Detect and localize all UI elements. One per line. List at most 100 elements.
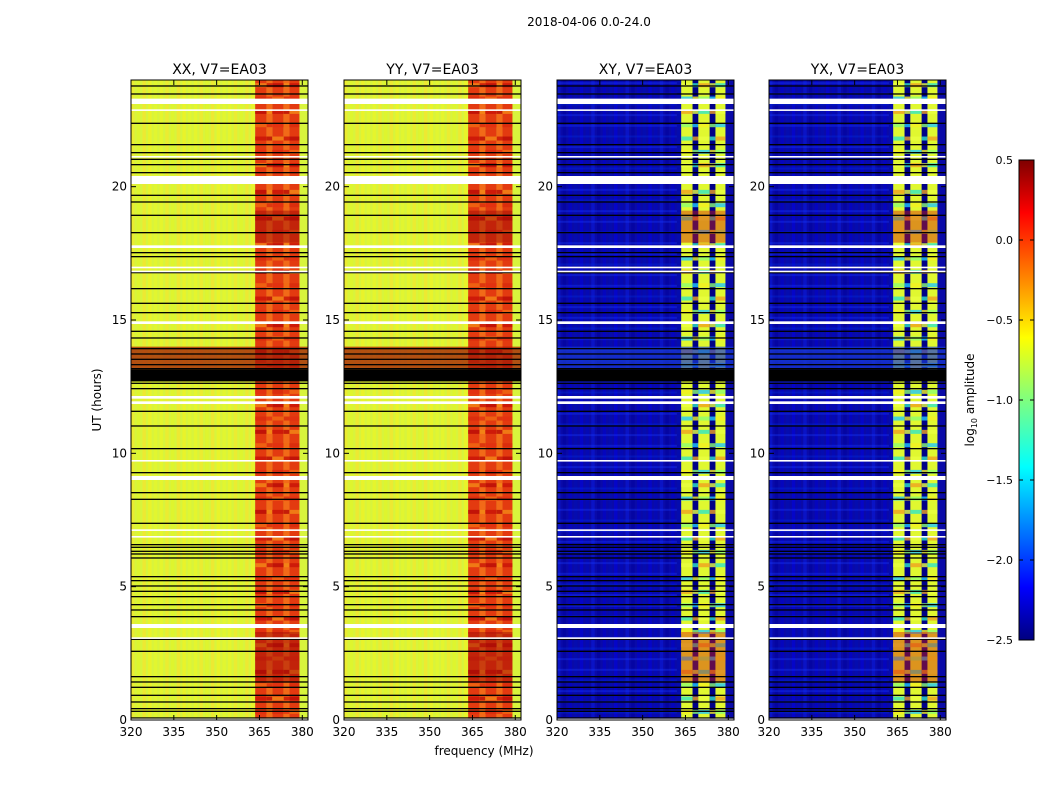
flag-line: [344, 214, 521, 216]
band-segment: [715, 203, 726, 208]
flag-line: [344, 158, 521, 160]
band-segment: [266, 83, 273, 88]
band-segment: [479, 429, 486, 434]
band-enhanced: [255, 210, 300, 243]
flag-line: [344, 638, 521, 640]
band-segment: [692, 136, 699, 141]
band-segment: [921, 509, 928, 514]
band-segment: [927, 136, 938, 141]
band-texture: [557, 508, 677, 511]
band-segment: [681, 96, 693, 101]
flag-line: [344, 492, 521, 494]
flag-line: [557, 353, 734, 355]
band-segment: [272, 683, 284, 688]
band-segment: [283, 576, 290, 581]
band-segment: [266, 123, 273, 128]
band-segment: [715, 216, 726, 221]
y-tick-label: 0: [757, 713, 765, 727]
panel-frame: [130, 79, 309, 721]
band-strip: [921, 80, 928, 720]
gap-line: [131, 156, 308, 158]
gap-line: [131, 637, 308, 639]
channel-track: [429, 80, 434, 720]
gap-line: [344, 109, 521, 111]
flag-line: [769, 172, 946, 174]
flag-line: [557, 546, 734, 548]
flag-line: [769, 152, 946, 154]
flag-line: [557, 686, 734, 688]
colorbar-tick-label: −1.0: [986, 394, 1013, 407]
band-segment: [485, 643, 497, 648]
band-segment: [479, 469, 486, 474]
band-segment: [893, 323, 905, 328]
band-segment: [921, 203, 928, 208]
channel-track: [814, 80, 819, 720]
data-gap: [557, 476, 734, 480]
band-segment: [681, 563, 693, 568]
band-segment: [927, 576, 938, 581]
band-segment: [485, 416, 497, 421]
band-segment: [715, 149, 726, 154]
y-tick-label: 15: [750, 313, 765, 327]
band-segment: [255, 496, 267, 501]
band-segment: [681, 669, 693, 674]
colorbar-label: log10 amplitude: [963, 354, 979, 447]
band-segment: [715, 403, 726, 408]
flag-line: [769, 609, 946, 611]
band-segment: [496, 403, 503, 408]
band-segment: [266, 109, 273, 114]
band-segment: [715, 416, 726, 421]
channel-track: [843, 80, 847, 720]
channel-track: [769, 80, 773, 720]
band-segment: [283, 563, 290, 568]
band-segment: [272, 456, 284, 461]
gap-line: [344, 637, 521, 639]
flag-line: [131, 85, 308, 87]
gap-line: [557, 156, 734, 158]
flag-line: [344, 272, 521, 274]
channel-track: [366, 80, 371, 720]
y-tick-label: 0: [545, 713, 553, 727]
band-segment: [910, 389, 922, 394]
flag-line: [131, 93, 308, 95]
flag-line: [131, 353, 308, 355]
band-segment: [289, 296, 300, 301]
band-segment: [502, 229, 513, 234]
band-segment: [927, 203, 938, 208]
flag-line: [769, 368, 946, 370]
band-segment: [289, 683, 300, 688]
channel-track: [860, 80, 864, 720]
band-segment: [283, 149, 290, 154]
band-segment: [255, 563, 267, 568]
flag-line: [344, 681, 521, 683]
band-segment: [692, 216, 699, 221]
band-strip: [496, 80, 503, 720]
band-segment: [485, 669, 497, 674]
band-segment: [266, 469, 273, 474]
channel-track: [446, 80, 451, 720]
band-segment: [692, 229, 699, 234]
colorbar-label-main: log: [963, 428, 977, 446]
band-texture: [557, 519, 677, 522]
band-segment: [715, 683, 726, 688]
band-segment: [910, 629, 922, 634]
band-segment: [468, 256, 480, 261]
gap-line: [557, 460, 734, 462]
x-tick-label: 380: [717, 725, 740, 739]
band-segment: [289, 523, 300, 528]
band-texture: [557, 423, 677, 426]
band-segment: [692, 456, 699, 461]
band-segment: [468, 149, 480, 154]
data-gap: [557, 401, 734, 404]
flag-line: [769, 546, 946, 548]
channel-track: [848, 80, 853, 720]
channel-track: [228, 80, 232, 720]
band-segment: [496, 696, 503, 701]
band-segment: [904, 496, 911, 501]
band-strip: [681, 80, 693, 720]
band-segment: [283, 469, 290, 474]
band-texture: [557, 647, 677, 650]
band-segment: [681, 523, 693, 528]
band-segment: [709, 149, 716, 154]
band-texture: [557, 284, 677, 287]
